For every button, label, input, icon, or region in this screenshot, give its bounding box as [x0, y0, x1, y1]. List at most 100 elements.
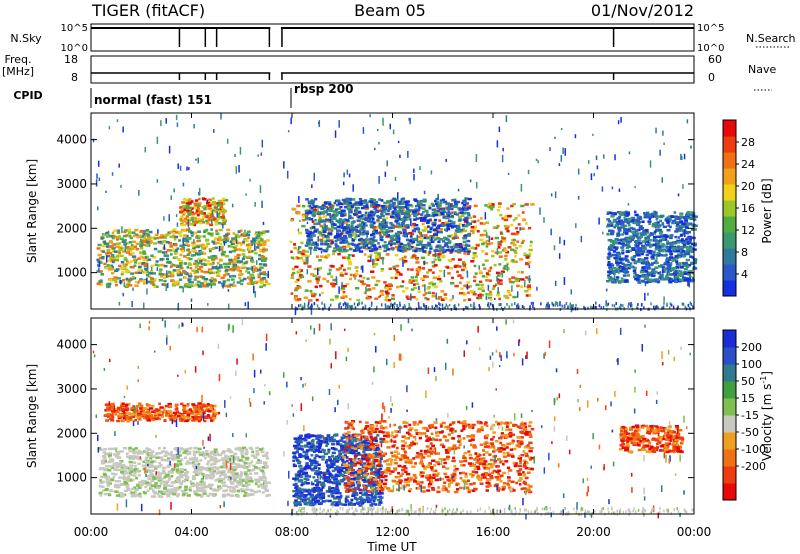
heatmap-cell [447, 259, 452, 262]
heatmap-cell [362, 217, 367, 221]
heatmap-speckle [144, 147, 147, 153]
heatmap-cell [298, 245, 302, 249]
heatmap-cell [331, 206, 335, 210]
heatmap-cell [196, 213, 200, 217]
heatmap-cell [296, 285, 300, 288]
heatmap-speckle [313, 302, 316, 306]
heatmap-cell [128, 235, 132, 238]
heatmap-cell [630, 216, 636, 220]
heatmap-cell [462, 203, 466, 207]
heatmap-speckle [394, 302, 396, 306]
heatmap-cell [607, 276, 611, 279]
heatmap-cell [326, 218, 330, 222]
heatmap-speckle [361, 301, 363, 305]
heatmap-cell [169, 271, 173, 275]
heatmap-cell [340, 220, 345, 224]
heatmap-cell [203, 489, 207, 493]
heatmap-cell [673, 249, 678, 253]
heatmap-cell [363, 291, 367, 295]
heatmap-cell [260, 450, 265, 454]
heatmap-speckle [603, 154, 605, 159]
heatmap-cell [325, 227, 330, 230]
heatmap-cell [397, 224, 403, 228]
heatmap-cell [301, 249, 306, 253]
heatmap-cell [106, 235, 109, 238]
heatmap-cell [684, 238, 689, 241]
heatmap-cell [165, 459, 169, 462]
heatmap-cell [242, 234, 246, 238]
heatmap-cell [406, 238, 410, 241]
heatmap-cell [187, 450, 192, 454]
heatmap-cell [316, 281, 319, 284]
heatmap-cell [494, 283, 498, 287]
heatmap-cell [130, 247, 135, 250]
heatmap-cell [679, 226, 683, 230]
heatmap-cell [254, 482, 258, 486]
heatmap-cell [394, 220, 398, 223]
heatmap-cell [190, 200, 194, 203]
heatmap-cell [152, 256, 157, 259]
heatmap-cell [647, 271, 651, 275]
heatmap-cell [182, 451, 187, 454]
heatmap-cell [426, 221, 430, 225]
heatmap-cell [491, 205, 495, 209]
heatmap-cell [171, 458, 176, 461]
freq-label-1: Freq. [4, 53, 31, 66]
heatmap-cell [410, 212, 415, 216]
heatmap-cell [216, 202, 219, 205]
heatmap-cell [617, 229, 622, 232]
heatmap-cell [472, 251, 477, 255]
heatmap-cell [634, 277, 639, 281]
heatmap-cell [112, 278, 117, 281]
heatmap-speckle [690, 145, 692, 149]
heatmap-cell [125, 241, 129, 245]
heatmap-cell [250, 260, 255, 264]
heatmap-cell [392, 224, 396, 227]
heatmap-cell [130, 245, 135, 249]
heatmap-cell [187, 206, 192, 210]
heatmap-cell [257, 268, 262, 272]
heatmap-cell [217, 199, 221, 203]
heatmap-speckle [516, 291, 519, 298]
heatmap-cell [155, 456, 160, 459]
heatmap-speckle [177, 163, 179, 169]
heatmap-cell [629, 265, 634, 269]
heatmap-cell [237, 241, 241, 245]
heatmap-cell [684, 219, 689, 222]
heatmap-cell [620, 277, 624, 280]
heatmap-cell [356, 206, 360, 210]
heatmap-speckle [179, 165, 182, 171]
heatmap-cell [220, 266, 223, 269]
heatmap-cell [690, 228, 695, 231]
heatmap-cell [375, 231, 379, 235]
heatmap-cell [620, 267, 623, 271]
heatmap-cell [363, 224, 368, 227]
heatmap-cell [646, 231, 650, 234]
heatmap-speckle [645, 260, 648, 265]
heatmap-cell [391, 226, 395, 229]
heatmap-cell [609, 243, 613, 247]
heatmap-cell [149, 239, 153, 242]
heatmap-cell [420, 213, 424, 216]
heatmap-cell [198, 235, 202, 238]
heatmap-cell [221, 214, 225, 217]
heatmap-cell [437, 255, 441, 259]
heatmap-cell [609, 211, 613, 215]
heatmap-cell [402, 249, 407, 252]
heatmap-cell [152, 283, 156, 286]
heatmap-speckle [340, 305, 342, 309]
heatmap-cell [113, 250, 117, 253]
heatmap-speckle [163, 244, 166, 250]
heatmap-cell [225, 467, 229, 470]
heatmap-cell [360, 200, 364, 203]
heatmap-cell [108, 454, 113, 457]
heatmap-cell [190, 254, 194, 257]
heatmap-cell [259, 266, 264, 269]
heatmap-cell [206, 462, 210, 466]
heatmap-cell [231, 284, 237, 287]
heatmap-cell [623, 267, 629, 271]
heatmap-cell [440, 212, 445, 215]
heatmap-cell [327, 232, 333, 235]
heatmap-cell [356, 203, 360, 206]
